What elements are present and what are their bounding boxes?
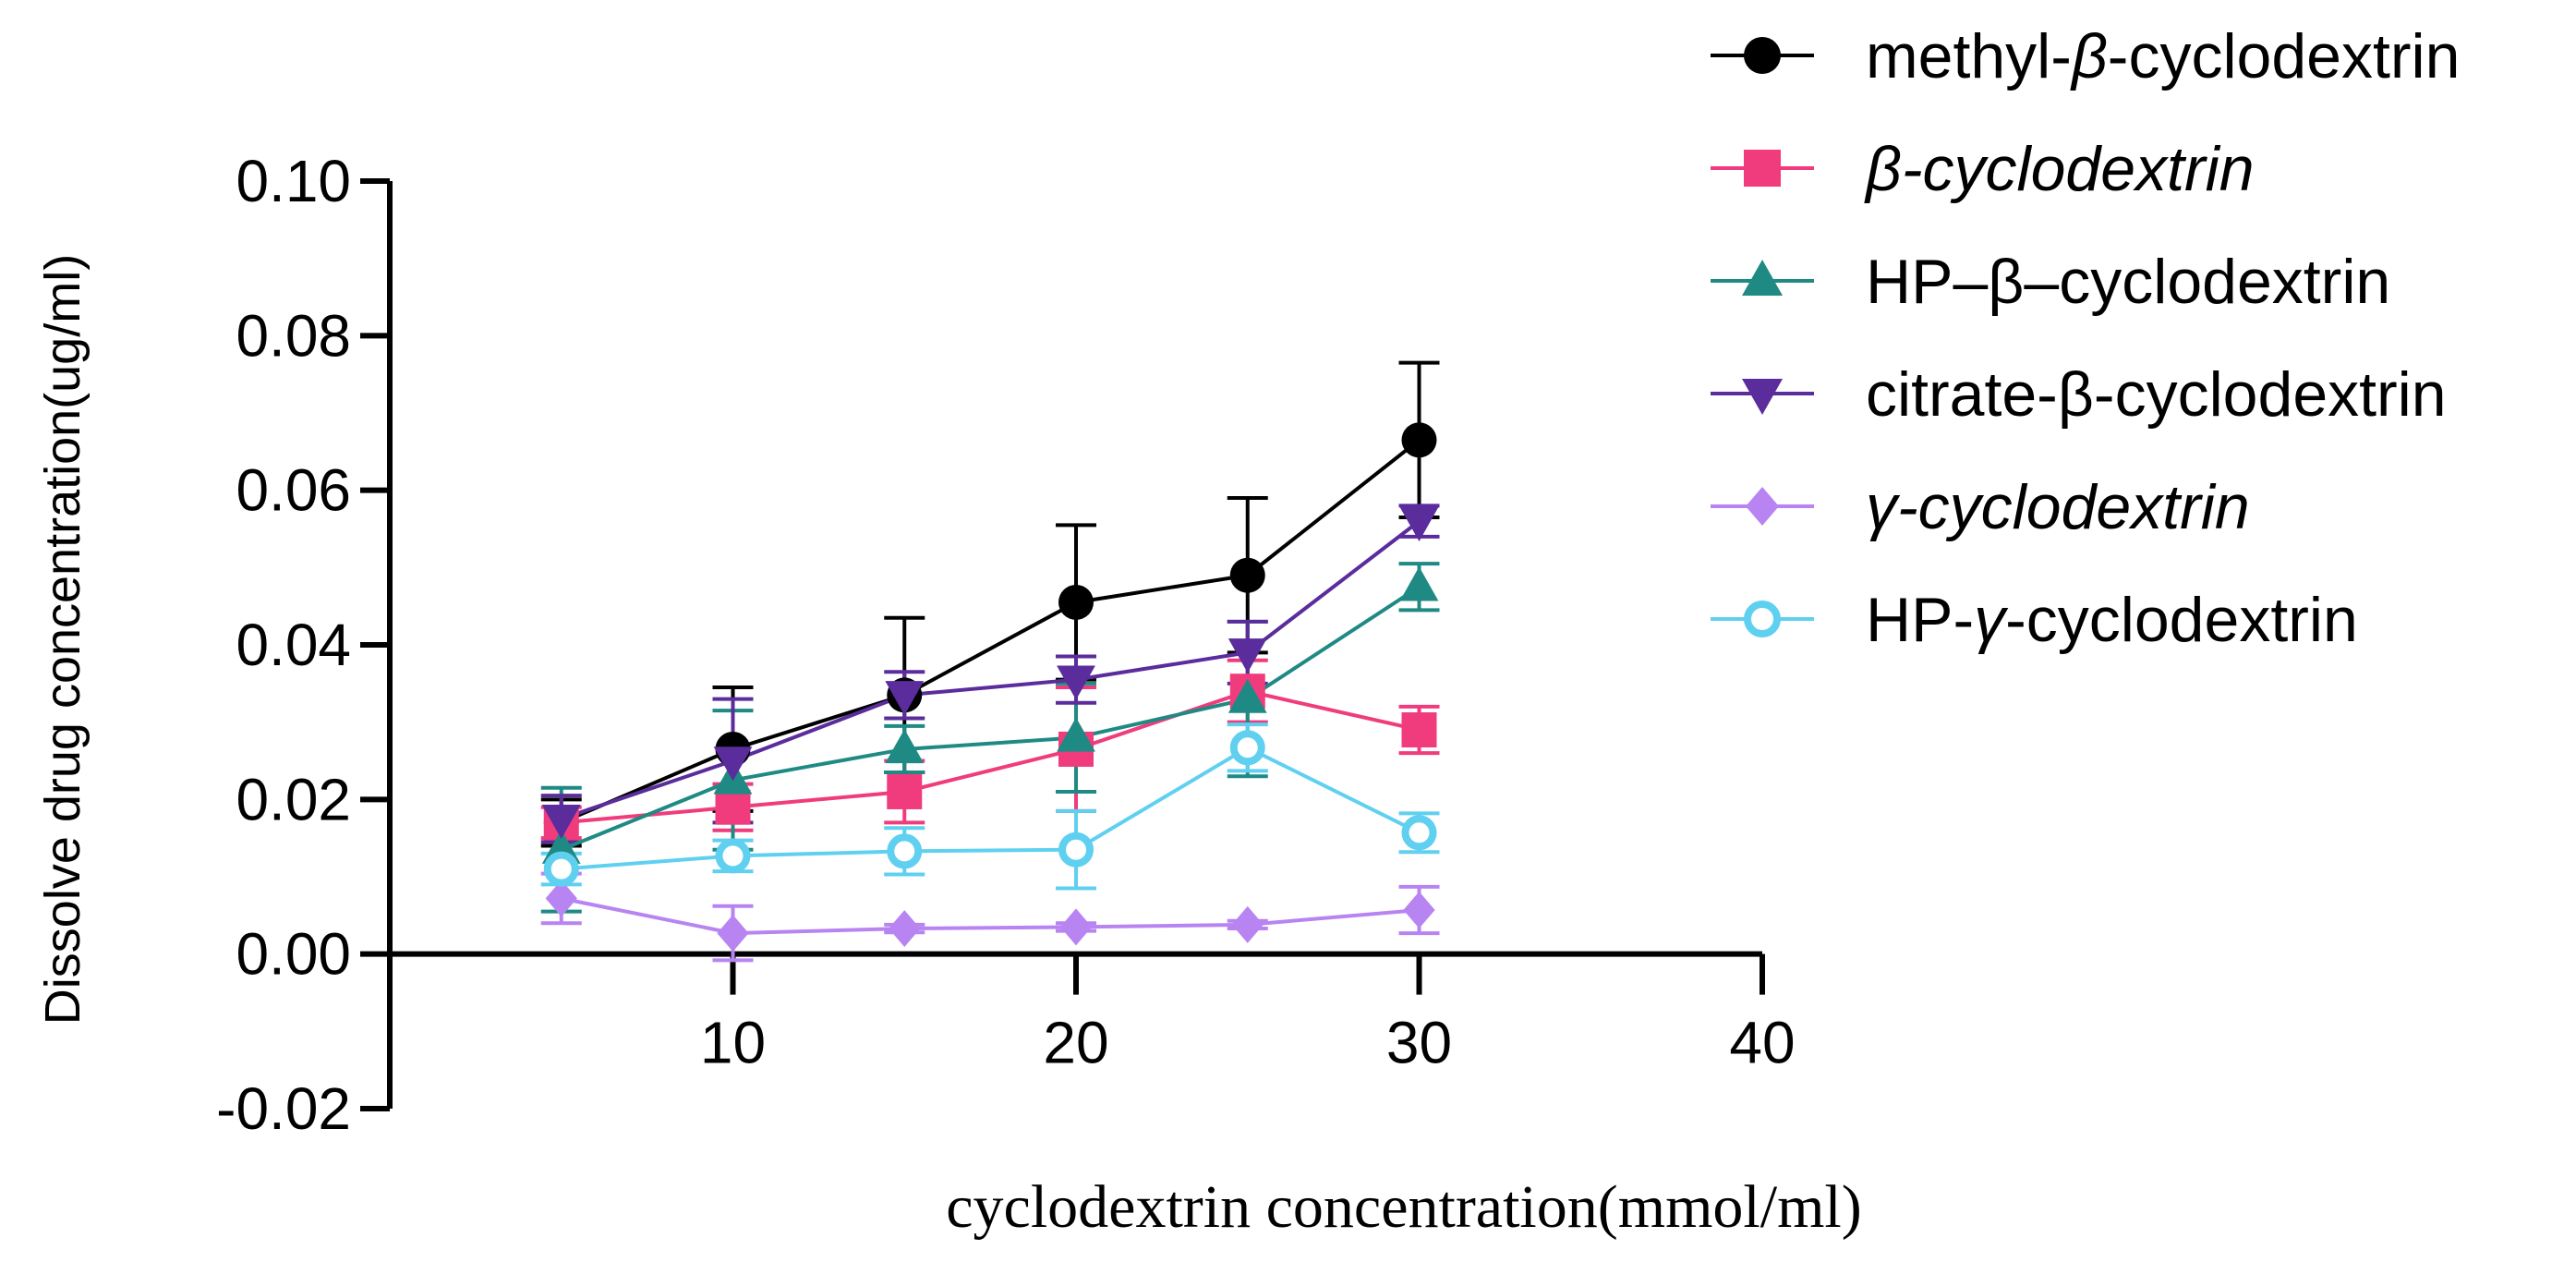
y-tick-label: 0.04: [236, 612, 351, 678]
data-point-triangle-down: [1228, 638, 1267, 673]
legend-label: γ-cyclodextrin: [1866, 472, 2250, 542]
data-point-triangle-down: [541, 805, 581, 840]
data-point-triangle-up: [1057, 717, 1095, 752]
x-tick-label: 40: [1729, 1010, 1795, 1076]
data-point-open-circle: [1058, 831, 1094, 868]
legend-marker-diamond: [1746, 487, 1779, 526]
data-point-circle: [1401, 422, 1437, 458]
data-point-triangle-up: [885, 729, 925, 764]
legend-label: β-cyclodextrin: [1864, 134, 2255, 204]
legend-marker-square: [1744, 150, 1781, 187]
legend-marker-circle: [1744, 37, 1781, 74]
data-point-square: [715, 789, 751, 825]
legend-label-part: -cyclodextrin: [2005, 585, 2358, 655]
legend: methyl-β-cyclodextrinβ-cyclodextrinHP–β–…: [1711, 21, 2460, 655]
data-point-open-circle: [1401, 815, 1437, 851]
legend-label-part: β: [2070, 21, 2108, 91]
legend-label: citrate-β-cyclodextrin: [1866, 359, 2447, 430]
data-point-diamond: [1231, 905, 1264, 943]
legend-label-part: citrate-β-cyclodextrin: [1866, 359, 2447, 430]
y-tick-label: 0.10: [236, 148, 351, 214]
data-point-square: [1401, 712, 1437, 748]
x-tick-label: 20: [1043, 1010, 1108, 1076]
legend-label-part: -cyclodextrin: [2108, 21, 2461, 91]
y-tick-label: 0.08: [236, 302, 351, 369]
legend-marker-triangle-up: [1742, 260, 1783, 296]
data-point-circle: [1229, 557, 1265, 593]
series-line-0: [560, 438, 1421, 825]
data-point-circle: [1058, 584, 1094, 620]
legend-label-part: HP–β–cyclodextrin: [1866, 247, 2390, 317]
legend-label-part: γ: [1974, 585, 2009, 655]
series-markers: [541, 422, 1439, 953]
series-line-2: [560, 585, 1421, 852]
data-point-open-circle: [543, 851, 579, 887]
data-point-triangle-down: [1399, 506, 1439, 541]
y-axis-title: Dissolve drug concentration(ug/ml): [35, 254, 91, 1025]
legend-label-part: methyl-: [1866, 21, 2072, 91]
legend-marker-triangle-down: [1742, 379, 1783, 415]
data-point-open-circle: [715, 838, 751, 874]
data-point-triangle-up: [1399, 566, 1439, 601]
data-point-diamond: [717, 915, 749, 953]
data-point-diamond: [1059, 908, 1093, 946]
legend-label-part: γ-cyclodextrin: [1866, 472, 2250, 542]
data-point-triangle-down: [885, 681, 925, 716]
data-point-open-circle: [887, 833, 923, 869]
y-tick-label: 0.00: [236, 921, 351, 988]
legend-label: HP-γ-cyclodextrin: [1866, 585, 2358, 655]
data-point-square: [887, 773, 923, 809]
legend-label-part: β-cyclodextrin: [1864, 134, 2255, 204]
x-axis-title: cyclodextrin concentration(mmol/ml): [946, 1173, 1862, 1241]
y-tick-label: 0.02: [236, 766, 351, 832]
legend-marker-open-circle: [1744, 601, 1781, 637]
y-tick-label: -0.02: [216, 1075, 351, 1142]
data-point-triangle-down: [713, 746, 753, 782]
series-line-1: [561, 689, 1420, 825]
legend-label: methyl-β-cyclodextrin: [1866, 21, 2460, 91]
series-line-5: [561, 746, 1421, 871]
data-point-triangle-up: [1228, 678, 1267, 713]
data-point-diamond: [1403, 892, 1435, 928]
x-tick-label: 30: [1386, 1010, 1452, 1076]
series-lines: [560, 438, 1421, 936]
data-point-triangle-down: [1057, 665, 1095, 700]
x-tick-label: 10: [700, 1010, 766, 1076]
series-line-4: [561, 896, 1420, 936]
data-point-open-circle: [1229, 730, 1265, 766]
legend-label: HP–β–cyclodextrin: [1866, 247, 2390, 317]
data-point-diamond: [545, 880, 577, 917]
y-tick-label: 0.06: [236, 457, 351, 524]
legend-label-part: HP-: [1866, 585, 1974, 655]
series-line-3: [561, 519, 1421, 821]
axes: -0.02 0.00 0.02 0.04 0.06 0.08 0.10 10 20 30 40: [216, 148, 1795, 1142]
data-point-diamond: [889, 910, 921, 948]
